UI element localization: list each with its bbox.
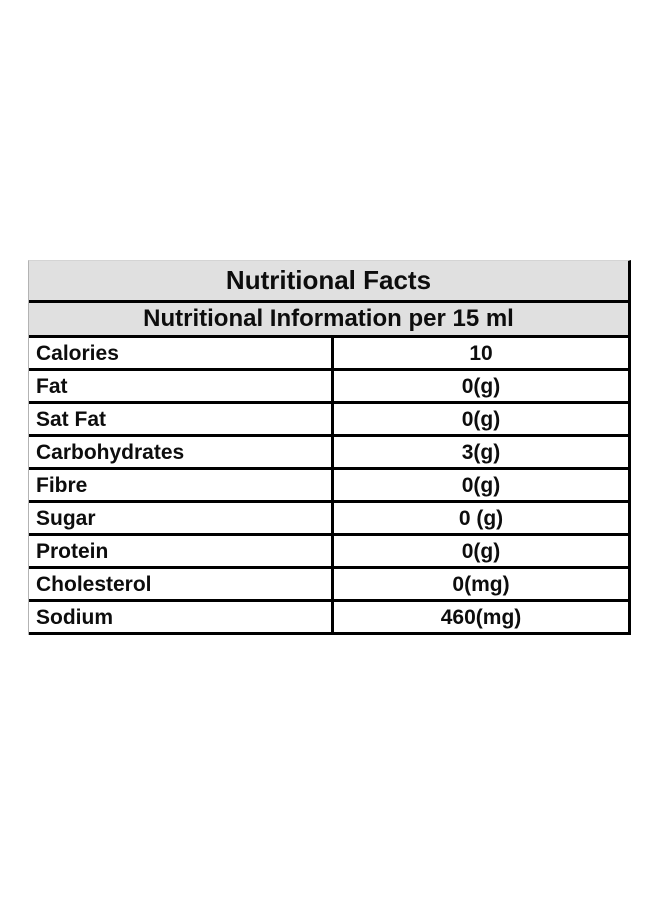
table-title-row: Nutritional Facts bbox=[29, 261, 628, 303]
table-row-sugar: Sugar 0 (g) bbox=[29, 503, 628, 536]
table-row-fibre: Fibre 0(g) bbox=[29, 470, 628, 503]
nutrient-value: 0 (g) bbox=[331, 503, 628, 533]
table-subtitle: Nutritional Information per 15 ml bbox=[143, 305, 514, 332]
nutrient-label: Calories bbox=[36, 341, 119, 365]
nutrient-value: 0(g) bbox=[331, 371, 628, 401]
nutrient-value: 0(g) bbox=[331, 470, 628, 500]
nutrient-label: Sat Fat bbox=[36, 407, 107, 431]
table-row-cholesterol: Cholesterol 0(mg) bbox=[29, 569, 628, 602]
nutrient-label: Fat bbox=[36, 374, 68, 398]
table-row-fat: Fat 0(g) bbox=[29, 371, 628, 404]
table-title: Nutritional Facts bbox=[225, 265, 432, 295]
nutrient-label: Sugar bbox=[36, 506, 96, 530]
nutrient-label: Carbohydrates bbox=[36, 440, 185, 464]
table-row-carbohydrates: Carbohydrates 3(g) bbox=[29, 437, 628, 470]
nutrient-value: 3(g) bbox=[331, 437, 628, 467]
nutrient-label: Fibre bbox=[36, 473, 88, 497]
table-subtitle-row: Nutritional Information per 15 ml bbox=[29, 303, 628, 338]
nutrient-label: Cholesterol bbox=[36, 572, 152, 596]
nutrient-value: 460(mg) bbox=[331, 602, 628, 632]
nutrition-facts-table: Nutritional Facts Nutritional Informatio… bbox=[28, 260, 631, 635]
nutrient-value: 10 bbox=[331, 338, 628, 368]
nutrient-label: Sodium bbox=[36, 605, 113, 629]
nutrient-value: 0(g) bbox=[331, 404, 628, 434]
table-row-sat-fat: Sat Fat 0(g) bbox=[29, 404, 628, 437]
nutrient-label: Protein bbox=[36, 539, 109, 563]
table-row-protein: Protein 0(g) bbox=[29, 536, 628, 569]
table-row-calories: Calories 10 bbox=[29, 338, 628, 371]
nutrient-value: 0(g) bbox=[331, 536, 628, 566]
nutrient-value: 0(mg) bbox=[331, 569, 628, 599]
table-row-sodium: Sodium 460(mg) bbox=[29, 602, 628, 635]
